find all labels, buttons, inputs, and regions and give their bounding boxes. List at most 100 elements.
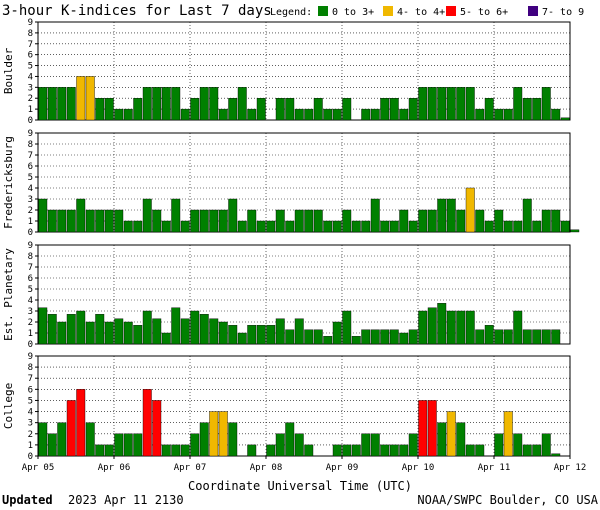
bar [199,87,209,121]
bar [95,314,105,345]
bar [104,321,114,345]
bar [484,98,494,121]
y-tick-label: 9 [28,241,33,251]
footer-updated-value: 2023 Apr 11 2130 [68,493,184,507]
bar [437,87,447,121]
bar [57,87,67,121]
bar [313,98,323,121]
bar [361,220,371,233]
bar [285,329,295,345]
bar [361,329,371,345]
bar [190,209,200,233]
bar [560,117,570,121]
bar [351,220,361,233]
bar [114,209,124,233]
bar [180,108,190,121]
bar [541,87,551,121]
y-tick-label: 4 [28,296,33,306]
bar [342,444,352,457]
y-tick-label: 9 [28,352,33,362]
bar [152,400,162,457]
bar [152,87,162,121]
bar [342,98,352,121]
bar [228,422,238,457]
bar [123,220,133,233]
bar [304,329,314,345]
bar [313,209,323,233]
bar [209,209,219,233]
panel-label: College [2,383,15,429]
bar [532,98,542,121]
bar [541,433,551,457]
bar [427,307,437,345]
bar [408,220,418,233]
y-tick-label: 6 [28,274,33,284]
bar [38,422,48,457]
bar [237,332,247,345]
bar [408,329,418,345]
bar [475,444,485,457]
bar [361,433,371,457]
x-axis: Apr 05 Apr 06 Apr 07 Apr 08 Apr 09 Apr 10 Apr … [22,456,586,473]
bar [142,198,152,233]
y-tick-label: 5 [28,62,33,72]
bar [475,108,485,121]
bar [456,87,466,121]
y-tick-label: 4 [28,408,33,418]
bar [209,411,219,457]
bar [551,329,561,345]
y-tick-label: 1 [28,217,33,227]
y-tick-label: 0 [28,228,33,238]
y-tick-label: 8 [28,363,33,373]
bar [456,422,466,457]
x-axis-label: Coordinate Universal Time (UTC) [188,479,412,493]
bar [57,209,67,233]
bar [171,87,181,121]
bar [228,98,238,121]
bar [266,220,276,233]
y-tick-label: 2 [28,94,33,104]
bar [294,318,304,345]
bar [95,444,105,457]
y-tick-label: 2 [28,318,33,328]
y-tick-label: 3 [28,307,33,317]
bar [494,209,504,233]
bar [85,321,95,345]
bar [503,329,513,345]
y-tick-label: 5 [28,173,33,183]
bar [370,198,380,233]
y-tick-label: 7 [28,40,33,50]
bar [161,332,171,345]
legend-entry: 0 to 3+ [332,7,374,18]
x-tick-label: Apr 09 [326,463,359,473]
footer-updated-label: Updated [2,493,53,507]
bar [38,87,48,121]
bar [237,220,247,233]
bar [399,209,409,233]
bar [209,318,219,345]
bar [323,220,333,233]
legend-swatch [446,6,456,16]
bar [275,209,285,233]
bar [551,453,561,457]
y-tick-label: 6 [28,51,33,61]
bar [123,321,133,345]
bar [418,87,428,121]
y-tick-label: 1 [28,105,33,115]
y-tick-label: 4 [28,72,33,82]
legend-entry: 5- to 6+ [460,7,508,18]
legend: 0 to 3+ 4- to 4+ 5- to 6+ 7- to 9 [318,6,584,18]
panel-label: Est. Planetary [2,248,15,341]
y-tick-label: 2 [28,430,33,440]
bar [560,220,570,233]
y-tick-label: 5 [28,285,33,295]
bar [142,87,152,121]
bar [266,325,276,345]
bar [285,98,295,121]
y-tick-label: 9 [28,18,33,28]
bar [446,198,456,233]
bar [541,209,551,233]
y-tick-label: 4 [28,184,33,194]
bar [399,444,409,457]
